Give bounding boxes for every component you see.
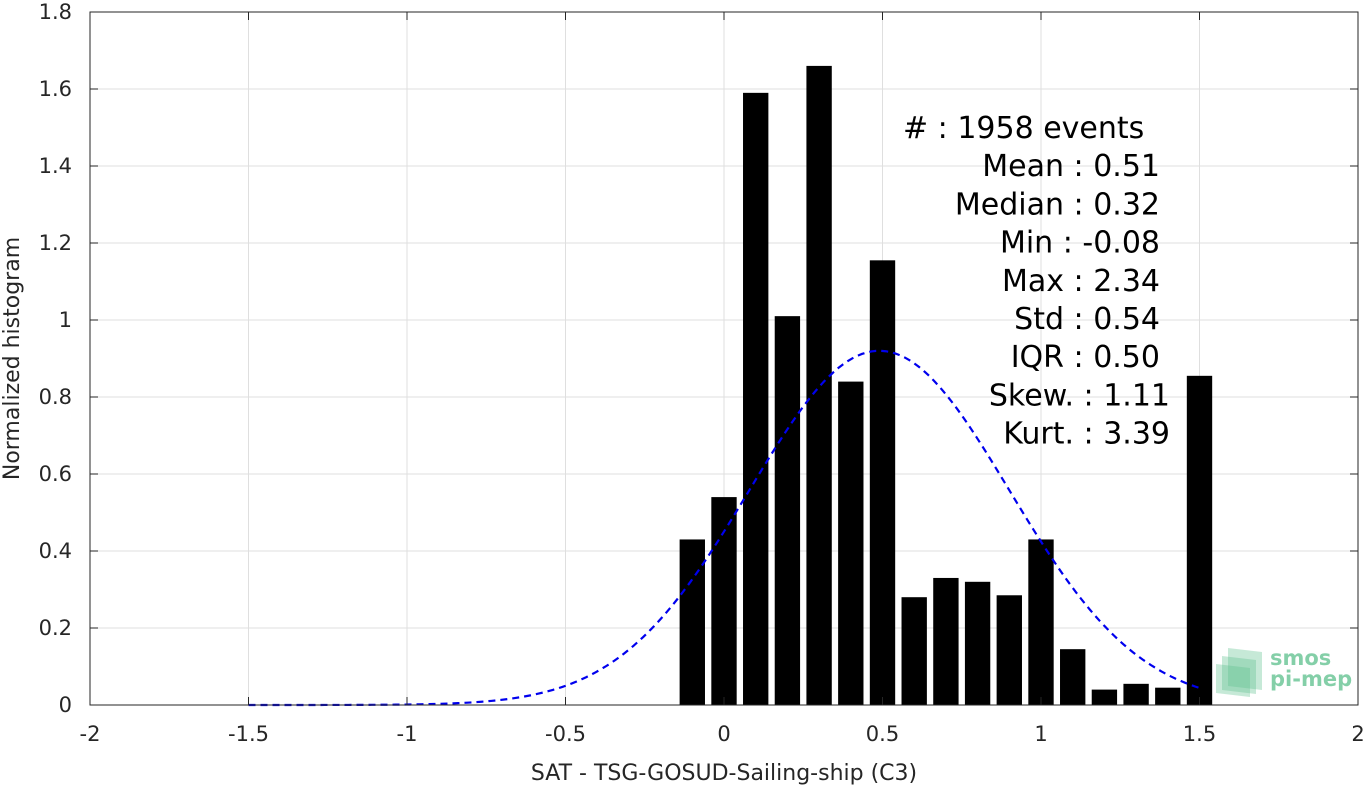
y-tick-label: 1.4 <box>39 154 72 178</box>
x-tick-label: -0.5 <box>545 722 586 746</box>
x-tick-label: -2 <box>80 722 101 746</box>
x-tick-labels: -2 -1.5 -1 -0.5 0 0.5 1 1.5 2 <box>80 722 1365 746</box>
bar <box>774 316 801 705</box>
bar <box>679 539 705 705</box>
stat-line: Min : -0.08 <box>1000 226 1160 261</box>
bar <box>1091 689 1118 705</box>
y-tick-label: 0.4 <box>39 539 72 563</box>
grid-lines <box>89 11 1359 706</box>
x-tick-label: 1 <box>1034 722 1047 746</box>
bar <box>1060 649 1086 705</box>
y-tick-label: 0 <box>59 693 72 717</box>
y-tick-label: 1 <box>59 308 72 332</box>
x-tick-label: 0 <box>717 722 730 746</box>
stat-line: Max : 2.34 <box>1002 264 1160 299</box>
bar <box>1186 375 1213 705</box>
y-axis-label: Normalized histogram <box>0 237 25 480</box>
bar <box>996 595 1022 705</box>
stat-line: Skew. : 1.11 <box>989 378 1170 413</box>
stat-line: Std : 0.54 <box>1014 302 1160 337</box>
x-tick-label: 0.5 <box>866 722 899 746</box>
x-tick-label: -1.5 <box>228 722 269 746</box>
x-tick-label: -1 <box>397 722 418 746</box>
stat-line: Kurt. : 3.39 <box>1003 417 1170 452</box>
bar <box>838 381 864 705</box>
y-tick-label: 0.2 <box>39 616 72 640</box>
bar <box>869 260 896 705</box>
bar <box>1155 687 1181 705</box>
y-tick-label: 0.6 <box>39 462 72 486</box>
y-tick-label: 1.6 <box>39 77 72 101</box>
y-tick-label: 1.2 <box>39 231 72 255</box>
x-tick-label: 2 <box>1351 722 1364 746</box>
logo-icon <box>1216 648 1262 697</box>
axis-ticks <box>89 11 1359 706</box>
bars-group <box>679 65 1213 706</box>
x-tick-label: 1.5 <box>1183 722 1216 746</box>
bar <box>711 497 737 705</box>
smos-pi-mep-logo: smos pi-mep <box>1216 646 1352 697</box>
x-axis-label: SAT - TSG-GOSUD-Sailing-ship (C3) <box>531 761 917 786</box>
bar <box>933 577 959 705</box>
y-tick-label: 0.8 <box>39 385 72 409</box>
bar <box>901 597 927 705</box>
stat-line: IQR : 0.50 <box>1011 340 1160 375</box>
logo-line1: smos <box>1270 646 1331 670</box>
bar <box>806 65 832 705</box>
bar <box>743 92 769 706</box>
bar <box>1123 683 1149 705</box>
y-tick-labels: 0 0.2 0.4 0.6 0.8 1 1.2 1.4 1.6 1.8 <box>39 0 72 717</box>
y-tick-label: 1.8 <box>39 0 72 24</box>
stat-line: Median : 0.32 <box>955 187 1160 222</box>
logo-line2: pi-mep <box>1270 667 1352 691</box>
stat-line: # : 1958 events <box>903 111 1144 146</box>
bar <box>964 581 991 705</box>
stat-line: Mean : 0.51 <box>982 149 1160 184</box>
bar <box>1028 539 1054 705</box>
